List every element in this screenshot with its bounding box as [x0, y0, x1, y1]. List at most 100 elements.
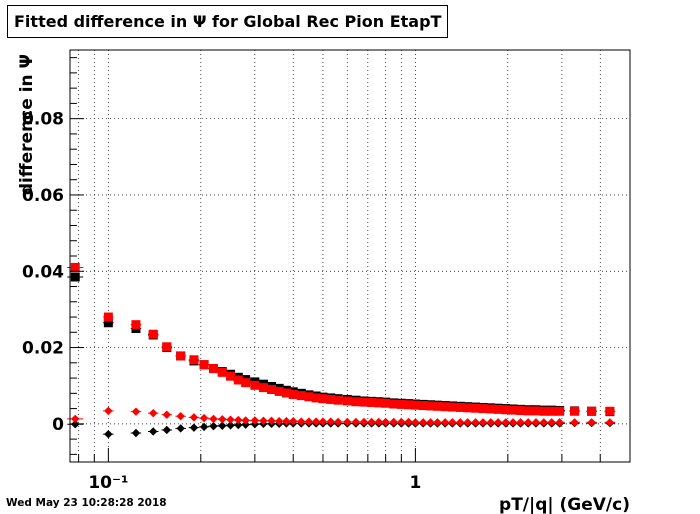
data-point — [259, 416, 268, 425]
data-point — [426, 401, 436, 411]
data-point — [471, 403, 481, 413]
data-point — [199, 422, 209, 432]
data-point — [189, 413, 199, 422]
data-point — [71, 414, 80, 424]
data-point — [396, 399, 406, 409]
data-point — [289, 416, 298, 426]
data-point — [478, 404, 488, 414]
data-point — [374, 417, 383, 427]
data-point — [199, 360, 209, 370]
data-point — [176, 424, 185, 433]
data-point — [199, 413, 209, 423]
data-point — [131, 320, 141, 330]
data-point — [318, 394, 328, 404]
data-point — [501, 405, 511, 415]
data-point — [104, 429, 113, 439]
data-point — [359, 417, 369, 427]
data-point — [176, 351, 186, 361]
data-point — [234, 420, 243, 430]
data-point — [389, 417, 398, 427]
axes: 0 0.02 0.04 0.06 0.08 10⁻¹ 1 — [22, 57, 631, 493]
data-point — [70, 272, 80, 282]
data-point — [418, 401, 428, 411]
data-point — [281, 388, 291, 398]
data-point — [547, 418, 556, 427]
data-point — [433, 418, 442, 427]
data-point — [282, 416, 291, 426]
data-point — [70, 262, 80, 272]
y-tick-label: 0.08 — [22, 110, 64, 130]
data-point — [587, 418, 596, 427]
data-point — [570, 406, 580, 416]
data-point — [326, 417, 335, 426]
data-point — [523, 406, 533, 416]
data-point — [555, 406, 565, 416]
data-point — [389, 399, 399, 409]
data-point — [359, 397, 369, 407]
y-tick-label: 0.04 — [22, 262, 64, 282]
data-point — [381, 398, 391, 408]
y-tick-label: 0 — [52, 415, 64, 435]
data-markers — [67, 262, 616, 439]
data-point — [456, 418, 465, 427]
data-point — [404, 417, 413, 427]
data-point — [131, 428, 141, 438]
data-point — [463, 418, 472, 427]
data-point — [149, 427, 158, 436]
data-point — [250, 380, 260, 390]
data-point — [432, 401, 442, 411]
data-point — [162, 425, 171, 435]
data-point — [471, 418, 480, 427]
data-point — [226, 421, 235, 430]
data-point — [162, 342, 172, 352]
data-point — [267, 416, 276, 425]
data-point — [103, 312, 113, 322]
y-tick-label: 0.02 — [22, 339, 64, 359]
data-point — [493, 404, 503, 414]
data-point — [226, 415, 235, 424]
data-point — [296, 391, 306, 401]
data-point — [539, 406, 549, 416]
data-point — [209, 421, 218, 431]
data-point — [508, 418, 518, 427]
data-point — [411, 418, 420, 427]
data-point — [404, 400, 414, 410]
y-axis-label: difference in Ψ — [17, 54, 37, 195]
data-point — [274, 416, 284, 426]
x-tick-label: 10⁻¹ — [88, 473, 128, 493]
data-point — [250, 416, 260, 425]
data-point — [333, 395, 343, 405]
data-point — [478, 418, 488, 427]
data-point — [226, 371, 236, 381]
data-point — [104, 406, 113, 416]
data-point — [523, 418, 533, 427]
data-point — [333, 417, 343, 427]
data-point — [555, 418, 564, 427]
data-point — [463, 403, 473, 413]
data-point — [501, 418, 511, 427]
data-point — [547, 406, 557, 416]
data-point — [311, 393, 321, 403]
data-point — [297, 417, 306, 426]
data-point — [218, 415, 227, 424]
data-point — [209, 414, 218, 424]
data-point — [274, 386, 284, 396]
data-point — [587, 406, 597, 416]
data-point — [343, 417, 352, 427]
data-point — [351, 417, 361, 427]
data-point — [176, 412, 185, 421]
data-point — [311, 417, 321, 426]
chart-title: Fitted difference in Ψ for Global Rec Pi… — [7, 5, 449, 38]
data-point — [381, 417, 390, 427]
data-point — [448, 418, 457, 427]
data-point — [426, 418, 435, 427]
data-point — [241, 378, 251, 388]
data-point — [288, 389, 298, 399]
data-point — [605, 418, 615, 427]
data-point — [493, 418, 503, 427]
data-point — [189, 355, 199, 365]
data-point — [367, 417, 376, 427]
data-point — [447, 402, 457, 412]
data-point — [342, 396, 352, 406]
